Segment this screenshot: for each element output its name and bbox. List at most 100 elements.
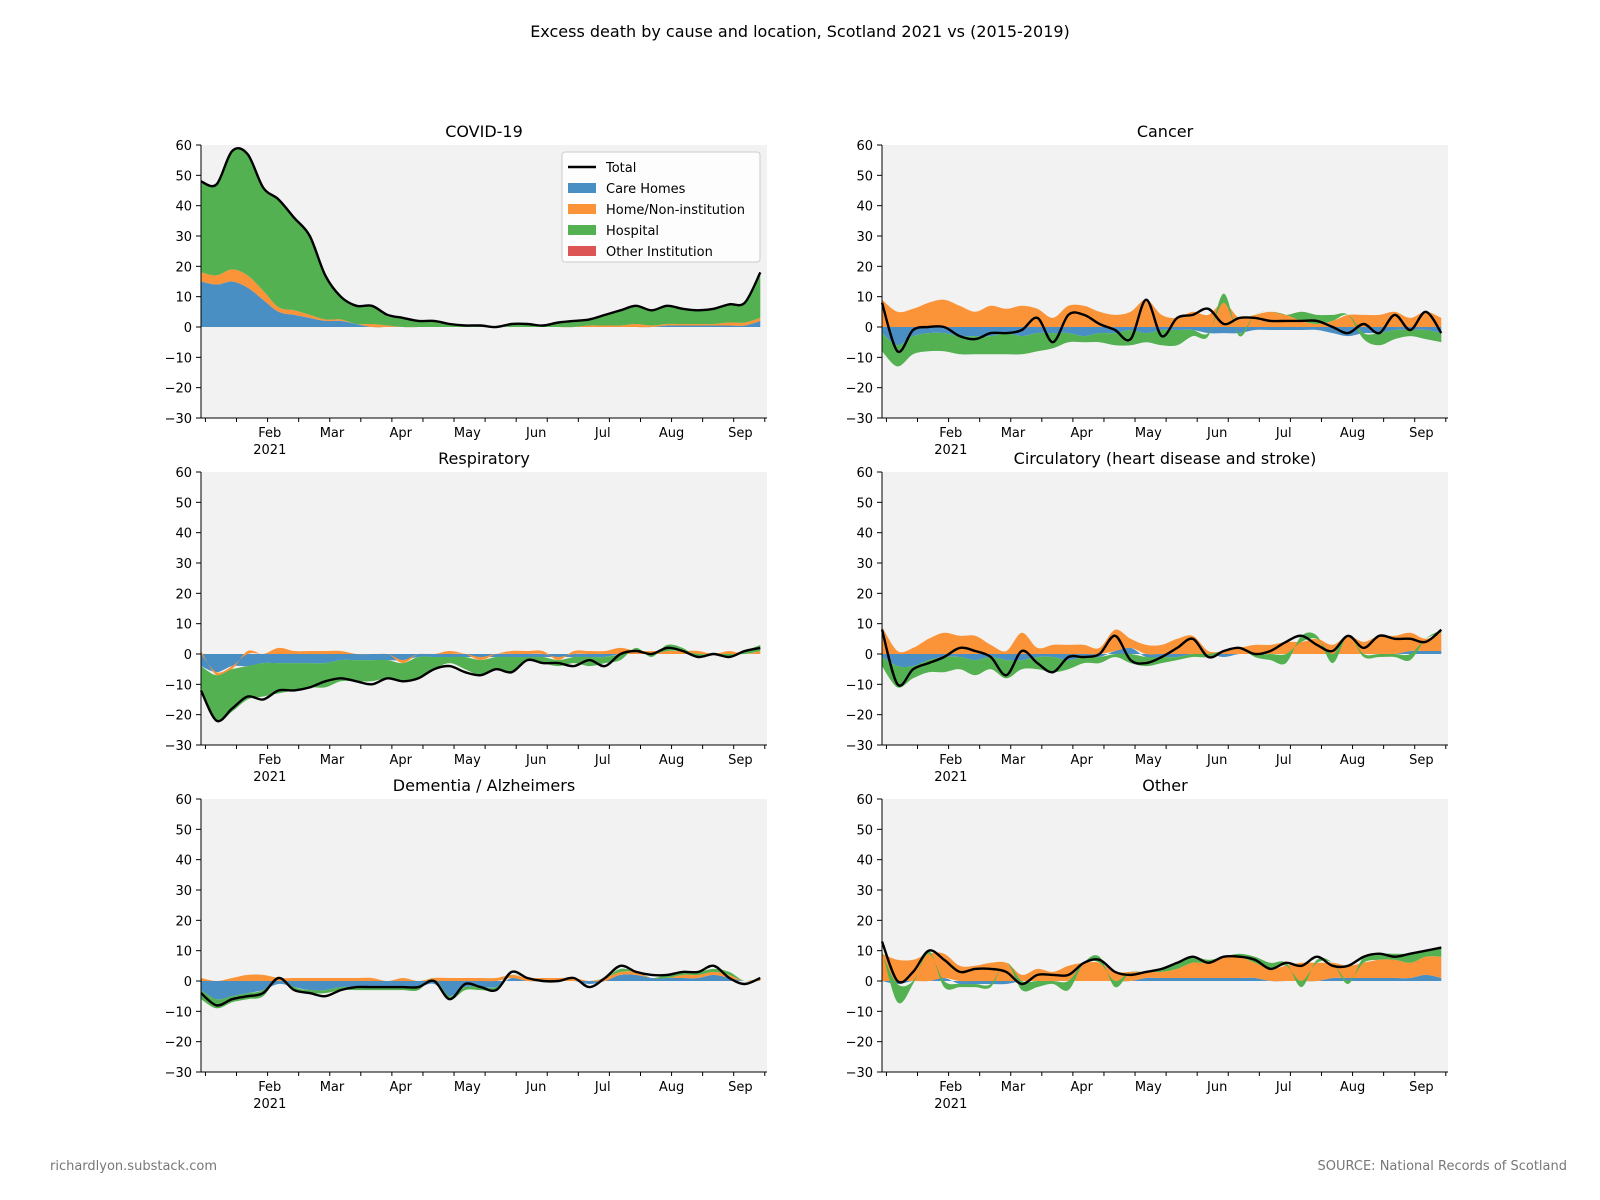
x-tick-label: May	[1135, 1080, 1162, 1095]
figure-title: Excess death by cause and location, Scot…	[530, 22, 1070, 41]
y-tick-label: 10	[175, 945, 192, 960]
y-tick-label: −20	[165, 709, 192, 724]
x-tick-label: Jun	[525, 426, 546, 441]
legend-swatch	[568, 183, 596, 193]
y-tick-label: 50	[175, 496, 192, 511]
legend-swatch	[568, 204, 596, 214]
x-tick-label: Mar	[1001, 1080, 1026, 1095]
y-tick-label: 20	[175, 587, 192, 602]
x-tick-label: May	[454, 1080, 481, 1095]
y-tick-label: 40	[175, 527, 192, 542]
y-tick-label: 60	[175, 139, 192, 154]
y-tick-label: −20	[846, 382, 873, 397]
y-tick-label: −10	[846, 678, 873, 693]
y-tick-label: 40	[856, 200, 873, 215]
y-tick-label: −10	[165, 351, 192, 366]
total-line	[880, 298, 1443, 354]
x-tick-label: Mar	[1001, 753, 1026, 768]
y-tick-label: 0	[865, 975, 873, 990]
y-tick-label: 40	[856, 527, 873, 542]
area-care-homes	[882, 327, 1442, 346]
total-line	[200, 964, 761, 1007]
x-tick-label: Apr	[1071, 753, 1094, 768]
y-tick-label: 40	[856, 854, 873, 869]
y-tick-label: −10	[165, 1005, 192, 1020]
y-tick-label: 50	[856, 169, 873, 184]
legend: Total Care Homes Home/Non-institution Hospi…	[561, 151, 761, 263]
y-tick-label: 60	[856, 793, 873, 808]
x-year-label: 2021	[934, 1097, 967, 1112]
area-care-homes	[201, 653, 761, 673]
y-tick-label: 60	[856, 466, 873, 481]
x-tick-label: Sep	[1409, 426, 1434, 441]
footer-source: SOURCE: National Records of Scotland	[1317, 1159, 1568, 1174]
y-tick-label: −30	[165, 412, 192, 427]
panel-title: Circulatory (heart disease and stroke)	[1014, 449, 1317, 468]
legend-label: Care Homes	[606, 182, 686, 197]
legend-box	[561, 151, 761, 263]
y-tick-label: 50	[175, 169, 192, 184]
area-home-non-institution	[882, 299, 1442, 327]
y-tick-label: 40	[175, 200, 192, 215]
x-tick-label: Jul	[594, 753, 611, 768]
x-year-label: 2021	[253, 1097, 286, 1112]
y-tick-label: −10	[846, 351, 873, 366]
x-tick-label: Apr	[1071, 1080, 1094, 1095]
legend-label: Hospital	[606, 224, 659, 239]
panels: −30 −20 −10 0 10 20 30 40 50 60 Feb Mar Apr May Jun Jul…	[165, 122, 1448, 1112]
chart-panel: −30 −20 −10 0 10 20 30 40 50 60 Feb Mar Apr May Jun Jul…	[846, 449, 1448, 785]
y-tick-label: 20	[856, 914, 873, 929]
legend-label: Total	[605, 161, 636, 176]
chart-panel: −30 −20 −10 0 10 20 30 40 50 60 Feb Mar Apr May Jun Jul…	[846, 776, 1448, 1112]
panel-title: Cancer	[1137, 122, 1194, 141]
y-tick-label: −20	[165, 382, 192, 397]
x-tick-label: Jun	[525, 753, 546, 768]
y-tick-label: 20	[175, 260, 192, 275]
plot-area	[882, 145, 1448, 418]
x-year-label: 2021	[934, 770, 967, 785]
total-line	[880, 628, 1443, 687]
y-tick-label: 30	[175, 884, 192, 899]
y-tick-label: 50	[856, 823, 873, 838]
x-year-label: 2021	[253, 443, 286, 458]
area-hospital	[201, 644, 761, 722]
x-tick-label: Jun	[1206, 1080, 1227, 1095]
y-tick-label: 10	[175, 618, 192, 633]
x-tick-label: Jul	[594, 1080, 611, 1095]
x-tick-label: Mar	[320, 1080, 345, 1095]
x-tick-label: Aug	[1340, 426, 1365, 441]
x-tick-label: Jul	[1275, 426, 1292, 441]
y-tick-label: 30	[175, 230, 192, 245]
plot-area	[201, 472, 767, 745]
area-hospital	[882, 629, 1442, 688]
x-tick-label: Aug	[659, 1080, 684, 1095]
x-tick-label: Jun	[1206, 753, 1227, 768]
y-tick-label: −10	[846, 1005, 873, 1020]
x-tick-label: Feb	[939, 426, 962, 441]
x-tick-label: Feb	[258, 426, 281, 441]
x-tick-label: Sep	[728, 426, 753, 441]
y-tick-label: −30	[846, 739, 873, 754]
x-tick-label: Jul	[594, 426, 611, 441]
y-tick-label: 30	[856, 884, 873, 899]
y-tick-label: 50	[856, 496, 873, 511]
y-tick-label: 60	[856, 139, 873, 154]
x-tick-label: Feb	[939, 753, 962, 768]
y-tick-label: −20	[165, 1036, 192, 1051]
legend-label: Other Institution	[606, 245, 713, 260]
total-line	[880, 941, 1442, 986]
plot-area	[882, 472, 1448, 745]
x-tick-label: Jun	[525, 1080, 546, 1095]
y-tick-label: 20	[856, 587, 873, 602]
x-year-label: 2021	[253, 770, 286, 785]
y-tick-label: 20	[175, 914, 192, 929]
area-hospital	[882, 293, 1442, 367]
y-tick-label: 0	[184, 321, 192, 336]
area-home-non-institution	[882, 626, 1442, 655]
footer-credit: richardlyon.substack.com	[50, 1159, 217, 1174]
x-tick-label: Aug	[1340, 1080, 1365, 1095]
chart-panel: −30 −20 −10 0 10 20 30 40 50 60 Feb Mar Apr May Jun Jul…	[165, 776, 767, 1112]
x-tick-label: Apr	[390, 1080, 413, 1095]
panel-title: Dementia / Alzheimers	[393, 776, 575, 795]
